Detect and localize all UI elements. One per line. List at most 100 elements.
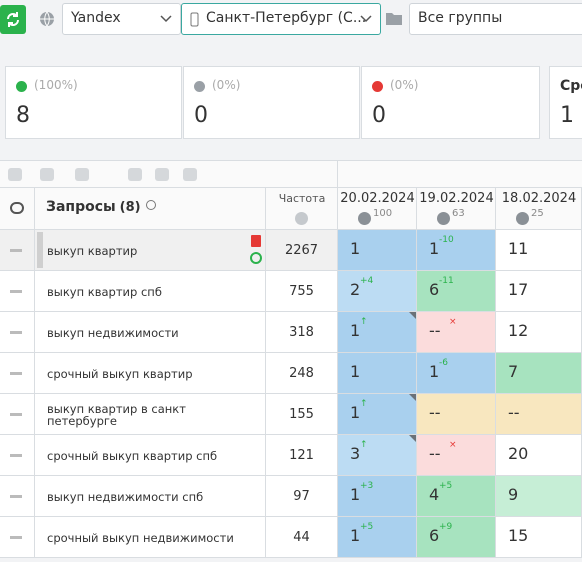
toolbar-icon[interactable] [75, 168, 89, 181]
query-cell: выкуп недвижимости [35, 312, 266, 353]
refresh-icon [7, 12, 19, 27]
table-row: срочный выкуп квартир 248 1 1 -6 7 [0, 353, 582, 394]
link-icon [10, 202, 24, 214]
freq-cell: 248 [266, 353, 338, 394]
toolbar-icon[interactable] [8, 168, 22, 181]
row-menu[interactable] [10, 454, 22, 457]
position: 7 [508, 362, 519, 381]
position-cell: 12 [496, 312, 582, 353]
position: 6 [429, 280, 440, 299]
refresh-button[interactable] [0, 5, 26, 34]
delta: -10 [439, 235, 454, 245]
delete-icon[interactable] [251, 235, 261, 247]
position-cell: 17 [496, 271, 582, 312]
row-menu[interactable] [10, 413, 22, 416]
region-select[interactable]: Санкт-Петербург (С... [181, 3, 381, 35]
delta: -6 [439, 358, 448, 368]
row-menu[interactable] [10, 372, 22, 375]
row-menu[interactable] [10, 290, 22, 293]
position-cell: 4 +5 [417, 476, 496, 517]
query-cell: выкуп квартир в санкт петербурге [35, 394, 266, 435]
phone-icon [190, 12, 199, 27]
query-cell: срочный выкуп квартир [35, 353, 266, 394]
position: -- [508, 403, 520, 422]
table-row: выкуп квартир в санкт петербурге 155 1 ↑ -- -… [0, 394, 582, 435]
position: 17 [508, 280, 529, 299]
position: 9 [508, 485, 519, 504]
stat-label: Сре [560, 78, 582, 94]
freq-header: Частота [278, 192, 326, 205]
position-cell: 1 [338, 230, 417, 271]
table-row: выкуп недвижимости 318 1 ↑ -- × 12 [0, 312, 582, 353]
date-count: 25 [531, 208, 544, 219]
engine-select[interactable]: Yandex [62, 3, 181, 35]
query-text: срочный выкуп квартир [47, 366, 193, 381]
row-menu[interactable] [10, 331, 22, 334]
position: 1 [350, 403, 361, 422]
toolbar-icon[interactable] [40, 168, 54, 181]
delta: +9 [439, 522, 453, 532]
row-menu[interactable] [10, 536, 22, 539]
position-cell: -- [417, 394, 496, 435]
header-cell [338, 188, 417, 230]
table-row: выкуп квартир 2267 1 1 -10 11 [0, 230, 582, 271]
toolbar-icon[interactable] [183, 168, 197, 181]
position-cell: 1 +3 [338, 476, 417, 517]
table-row: срочный выкуп квартир спб 121 3 ↑ -- × 20 [0, 435, 582, 476]
position-cell: -- [496, 394, 582, 435]
header-row: Запросы (8) Частота 20.02.2024 100 19.02.2024… [0, 188, 582, 230]
delta: × [449, 317, 457, 327]
folder-icon [386, 13, 402, 25]
table-row: срочный выкуп недвижимости 44 1 +5 6 +9 15 [0, 517, 582, 558]
toolbar-icon[interactable] [128, 168, 142, 181]
row-menu[interactable] [10, 495, 22, 498]
query-text: выкуп квартир в санкт петербурге [47, 401, 186, 428]
position: 15 [508, 526, 529, 545]
position-cell: 20 [496, 435, 582, 476]
globe-icon [295, 212, 308, 225]
date-count: 100 [373, 208, 393, 219]
position-cell: 11 [496, 230, 582, 271]
position-cell: -- × [417, 312, 496, 353]
stat-card: (100%) 8 [5, 66, 182, 139]
region-text: Санкт-Петербург (С... [206, 10, 367, 26]
chevron [160, 15, 172, 23]
freq-cell: 755 [266, 271, 338, 312]
position-cell: 1 ↑ [338, 312, 417, 353]
row-menu[interactable] [10, 249, 22, 252]
position: 12 [508, 321, 529, 340]
stat-percent: (0%) [212, 78, 241, 92]
toolbar-icon[interactable] [155, 168, 169, 181]
delta: +3 [360, 481, 374, 491]
position: 1 [350, 362, 361, 381]
header-cell [0, 188, 35, 230]
delta: +5 [360, 522, 374, 532]
freq-cell: 97 [266, 476, 338, 517]
position: 1 [350, 485, 361, 504]
percent-icon [437, 212, 450, 225]
position: 1 [350, 526, 361, 545]
query-cell: срочный выкуп недвижимости [35, 517, 266, 558]
delta: +5 [439, 481, 453, 491]
corner-flag [409, 312, 416, 319]
query-text: выкуп квартир [47, 243, 138, 258]
engine-text: Yandex [71, 10, 121, 26]
position-cell: 1 [338, 353, 417, 394]
refresh-icon[interactable] [250, 252, 262, 264]
date-toolbar [338, 161, 582, 188]
search-icon[interactable] [146, 200, 156, 210]
header-cell [417, 188, 496, 230]
row-cell [0, 353, 35, 394]
stat-card: Сре 1 [549, 66, 582, 139]
position: 11 [508, 239, 529, 258]
header-cell [35, 188, 266, 230]
position: 2 [350, 280, 361, 299]
row-cell [0, 476, 35, 517]
position: 1 [429, 362, 440, 381]
group-select[interactable]: Все группы [409, 3, 582, 35]
query-count: (8) [119, 200, 141, 215]
query-text: выкуп недвижимости спб [47, 489, 204, 504]
percent-icon [516, 212, 529, 225]
drag-bar [37, 232, 43, 268]
query-text: выкуп квартир спб [47, 284, 162, 299]
